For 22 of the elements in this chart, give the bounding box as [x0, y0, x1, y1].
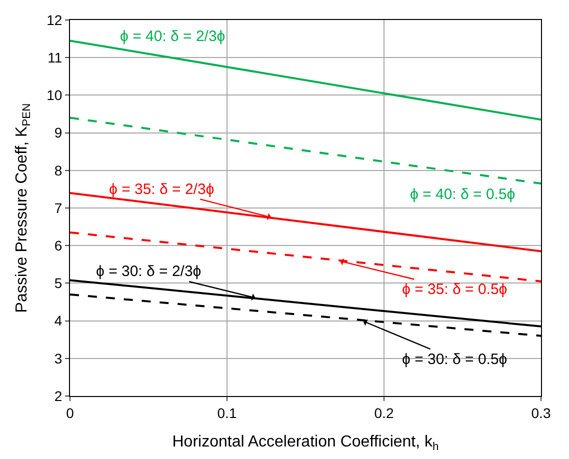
x-tick-label: 0: [66, 404, 74, 421]
x-axis-title: Horizontal Acceleration Coefficient, k$_{h}$: [172, 434, 439, 453]
annotation: ϕ = 40: δ = 0.5ϕ: [410, 186, 516, 203]
y-tick-label: 9: [54, 124, 62, 141]
annotation: ϕ = 30: δ = 0.5ϕ: [402, 351, 508, 368]
annotation: ϕ = 40: δ = 2/3ϕ: [120, 28, 226, 45]
y-tick-label: 4: [54, 312, 62, 329]
y-tick-label: 2: [54, 388, 62, 404]
x-tick-label: 0.2: [374, 404, 394, 421]
y-tick-label: 6: [54, 238, 62, 254]
annotation: ϕ = 35: δ = 2/3ϕ: [109, 181, 214, 198]
y-tick-label: 7: [54, 200, 62, 216]
y-tick-label: 11: [48, 50, 62, 66]
y-tick-label: 10: [46, 87, 62, 104]
y-tick-label: 3: [54, 350, 62, 366]
x-tick-label: 0.1: [217, 404, 237, 421]
x-tick-label: 0.3: [531, 404, 551, 421]
y-tick-label: 8: [54, 162, 62, 178]
annotation: ϕ = 30: δ = 2/3ϕ: [96, 263, 202, 280]
y-tick-label: 5: [54, 275, 62, 292]
annotation: ϕ = 35: δ = 0.5ϕ: [402, 281, 508, 298]
y-tick-label: 12: [46, 12, 62, 28]
